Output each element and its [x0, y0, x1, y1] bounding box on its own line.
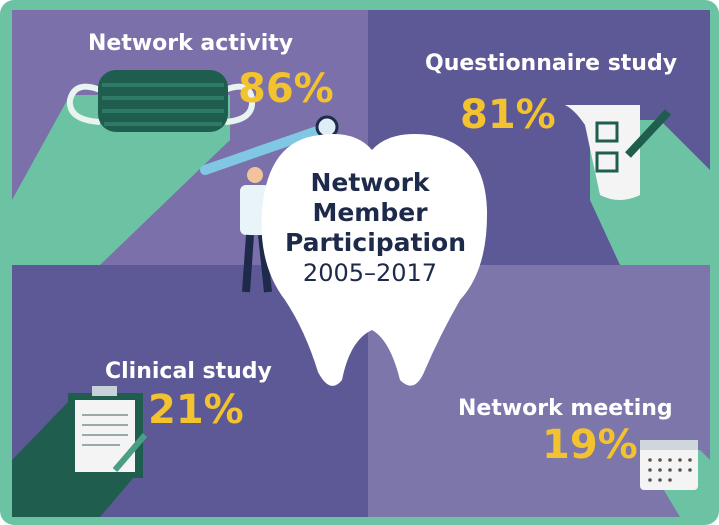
item-value: 19%: [542, 422, 638, 468]
item-label: Clinical study: [105, 359, 272, 384]
calendar-icon: [640, 440, 698, 490]
item-value: 86%: [238, 66, 334, 112]
item-value: 21%: [148, 387, 244, 433]
item-label: Network meeting: [458, 396, 673, 421]
clipboard-icon: [68, 386, 145, 478]
center-text: Network Member Participation 2005–2017: [285, 168, 455, 288]
item-value: 81%: [460, 92, 556, 138]
title: Network Member Participation: [285, 168, 455, 258]
subtitle: 2005–2017: [285, 258, 455, 288]
item-label: Network activity: [88, 31, 293, 56]
infographic: Network activity 86% Questionnaire study…: [0, 0, 719, 525]
item-label: Questionnaire study: [425, 51, 677, 76]
